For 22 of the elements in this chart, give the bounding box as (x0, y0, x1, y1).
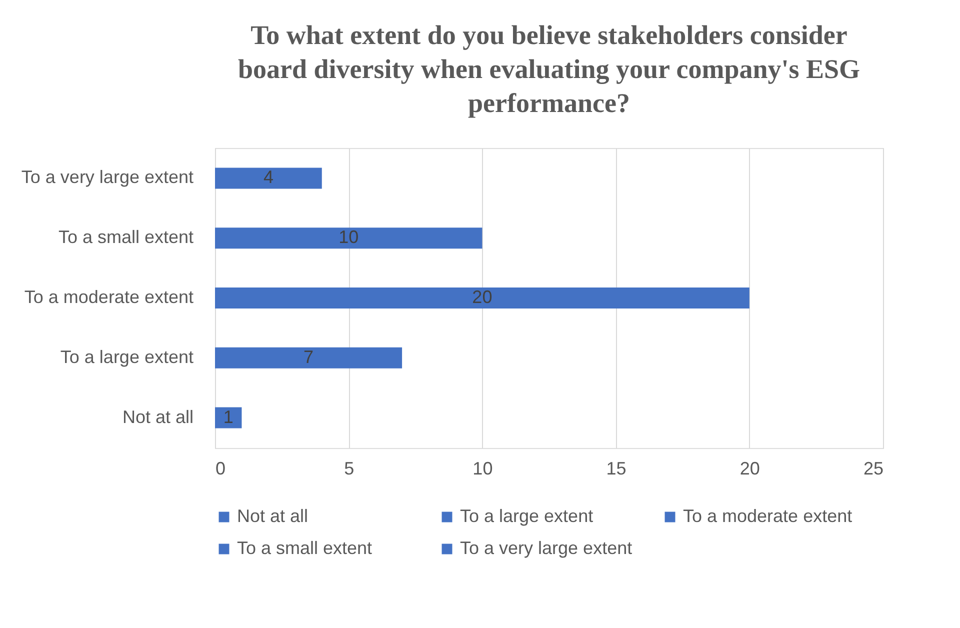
chart-title: To what extent do you believe stakeholders consider board diversity when evaluating your company's ESG performance? (238, 20, 860, 118)
legend-label: To a moderate extent (683, 506, 852, 526)
y-tick-label: To a small extent (58, 227, 194, 248)
y-tick-label: Not at all (122, 406, 194, 427)
x-tick-label: 5 (344, 458, 354, 478)
data-label: 1 (223, 406, 234, 427)
data-label: 20 (472, 287, 492, 307)
legend-label: To a large extent (460, 506, 594, 526)
y-tick-label: To a large extent (60, 346, 194, 367)
x-tick-label: 0 (216, 458, 226, 478)
data-label: 7 (304, 346, 314, 367)
x-tick-label: 20 (740, 458, 760, 478)
x-tick-label: 10 (472, 458, 493, 478)
y-tick-label: To a moderate extent (24, 287, 194, 307)
legend-label: Not at all (237, 506, 308, 526)
data-label: 4 (263, 167, 274, 188)
legend-label: To a small extent (237, 538, 372, 558)
x-tick-label: 25 (863, 458, 884, 478)
y-tick-label: To a very large extent (21, 167, 194, 188)
data-label: 10 (338, 227, 359, 248)
legend-label: To a very large extent (460, 538, 632, 558)
x-tick-label: 15 (606, 458, 626, 478)
